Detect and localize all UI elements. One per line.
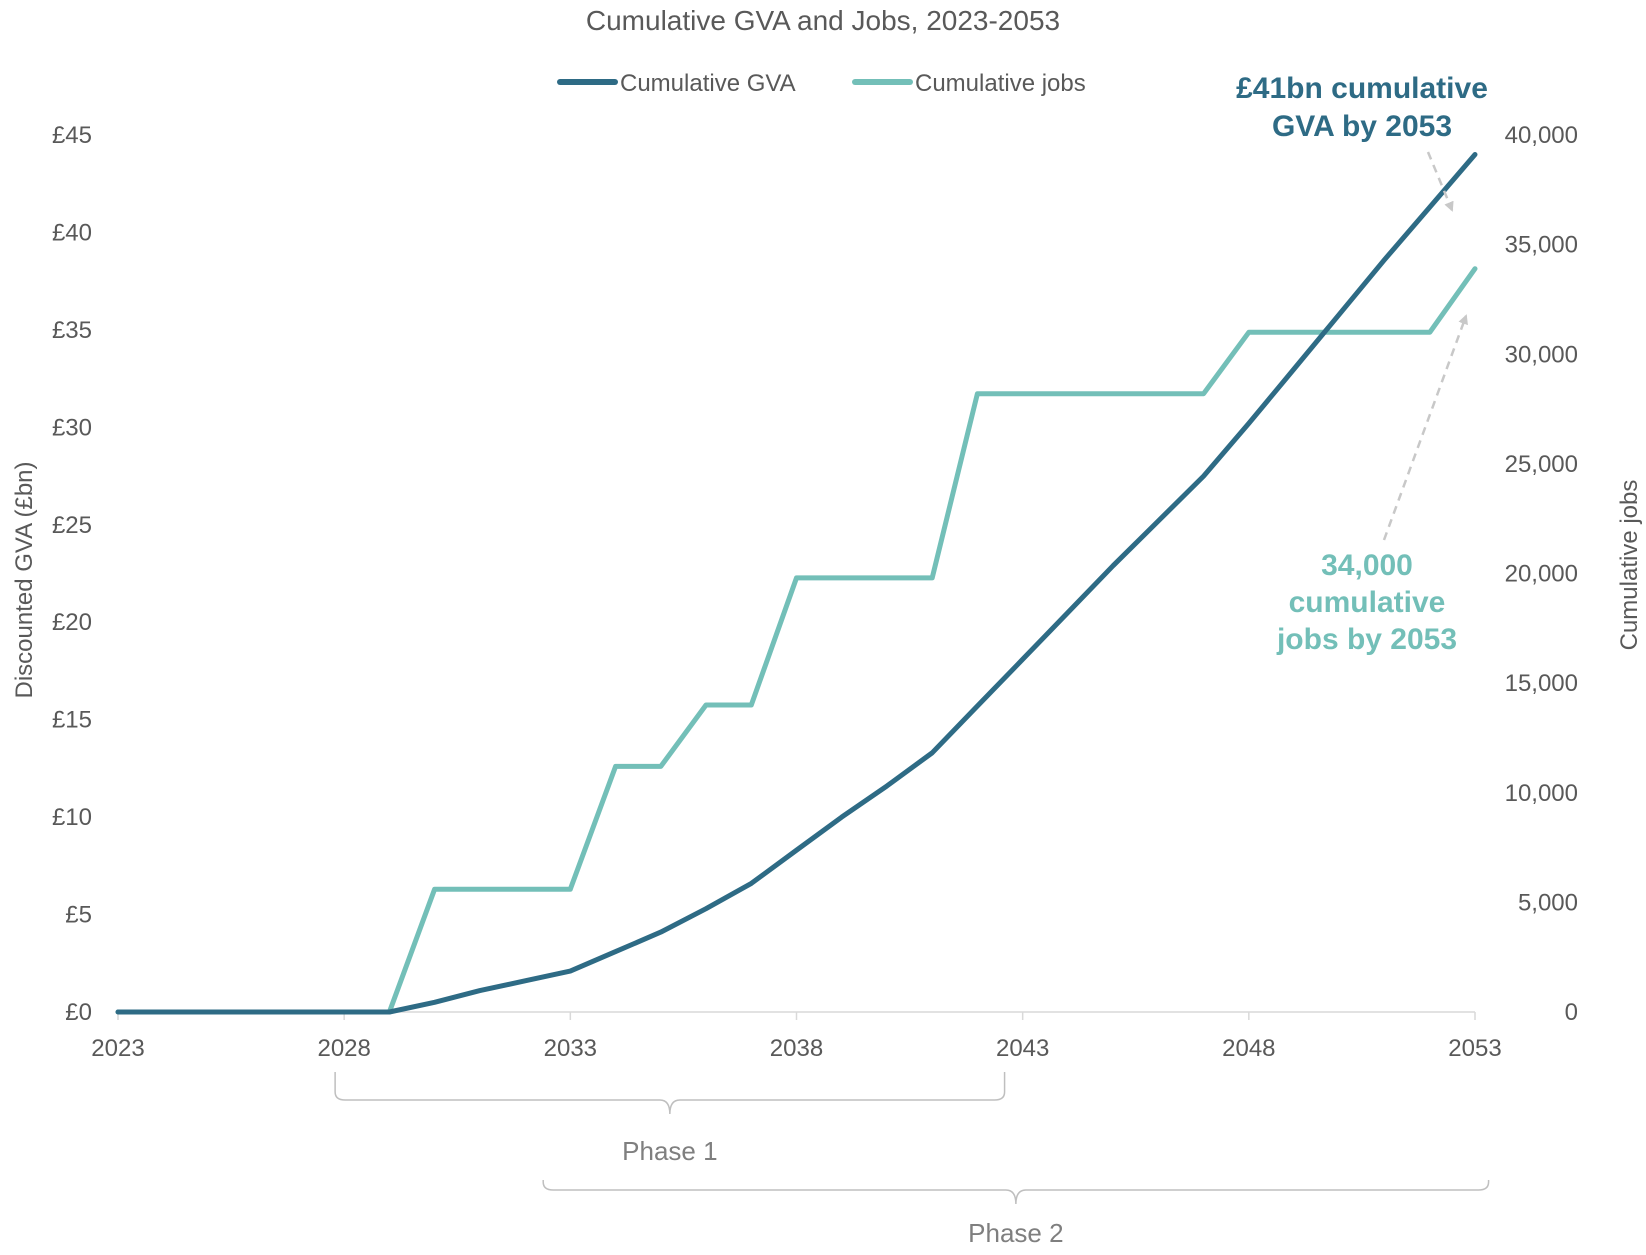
- phase-1-bracket: Phase 1: [334, 1072, 1006, 1166]
- y-left-tick-label: £5: [65, 902, 92, 929]
- x-tick-label: 2043: [996, 1035, 1049, 1062]
- phase-1-brace: [334, 1072, 1006, 1115]
- x-tick-label: 2028: [317, 1035, 370, 1062]
- phase-2-bracket: Phase 2: [542, 1180, 1490, 1248]
- series-line-gva: [115, 152, 1478, 1015]
- y-right-tick-label: 15,000: [1505, 670, 1578, 697]
- y-right-tick-label: 40,000: [1505, 122, 1578, 149]
- y-left-tick-label: £10: [52, 804, 92, 831]
- y-left-tick-label: £35: [52, 317, 92, 344]
- x-tick-labels: 2023 2028 2033 2038 2043 2048 2053: [91, 1012, 1502, 1062]
- y-left-tick-label: £40: [52, 219, 92, 246]
- y-left-tick-labels: £0 £5 £10 £15 £20 £25 £30 £35 £40 £45: [52, 122, 92, 1026]
- gva-callout-arrow: [1426, 151, 1454, 212]
- x-tick-label: 2033: [544, 1035, 597, 1062]
- series-layer: [115, 152, 1478, 1015]
- phase-2-brace: [542, 1180, 1490, 1205]
- y-left-axis-title: Discounted GVA (£bn): [11, 461, 38, 698]
- legend-label-jobs: Cumulative jobs: [915, 70, 1086, 97]
- y-right-tick-label: 20,000: [1505, 561, 1578, 588]
- chart-title: Cumulative GVA and Jobs, 2023-2053: [586, 5, 1060, 36]
- y-right-tick-label: 30,000: [1505, 341, 1578, 368]
- jobs-callout: 34,000 cumulative jobs by 2053: [1276, 314, 1468, 656]
- y-right-tick-label: 35,000: [1505, 232, 1578, 259]
- y-left-tick-label: £30: [52, 414, 92, 441]
- y-left-tick-label: £15: [52, 707, 92, 734]
- gva-callout-line-1: £41bn cumulative: [1236, 72, 1488, 105]
- legend-label-gva: Cumulative GVA: [620, 70, 796, 97]
- legend: Cumulative GVA Cumulative jobs: [557, 70, 1086, 97]
- jobs-callout-arrow: [1382, 314, 1468, 541]
- series-line-jobs: [115, 266, 1478, 1015]
- y-left-tick-label: £45: [52, 122, 92, 149]
- gva-callout-line-2: GVA by 2053: [1272, 110, 1452, 143]
- x-tick-label: 2048: [1222, 1035, 1275, 1062]
- y-left-tick-label: £0: [65, 999, 92, 1026]
- phase-1-label: Phase 1: [622, 1136, 717, 1166]
- x-tick-label: 2053: [1448, 1035, 1501, 1062]
- gva-callout: £41bn cumulative GVA by 2053: [1236, 72, 1488, 212]
- phase-2-label: Phase 2: [968, 1218, 1063, 1248]
- y-right-axis-title: Cumulative jobs: [1616, 480, 1643, 651]
- y-right-tick-label: 25,000: [1505, 451, 1578, 478]
- y-left-tick-label: £20: [52, 609, 92, 636]
- x-tick-label: 2023: [91, 1035, 144, 1062]
- jobs-callout-line-3: jobs by 2053: [1276, 623, 1457, 656]
- y-right-tick-label: 10,000: [1505, 780, 1578, 807]
- jobs-callout-line-1: 34,000: [1321, 549, 1413, 582]
- y-right-tick-labels: 0 5,000 10,000 15,000 20,000 25,000 30,000 35,0…: [1505, 122, 1578, 1026]
- x-tick-label: 2038: [770, 1035, 823, 1062]
- y-right-tick-label: 5,000: [1518, 889, 1578, 916]
- jobs-callout-line-2: cumulative: [1289, 586, 1446, 619]
- y-right-tick-label: 0: [1565, 999, 1578, 1026]
- y-left-tick-label: £25: [52, 512, 92, 539]
